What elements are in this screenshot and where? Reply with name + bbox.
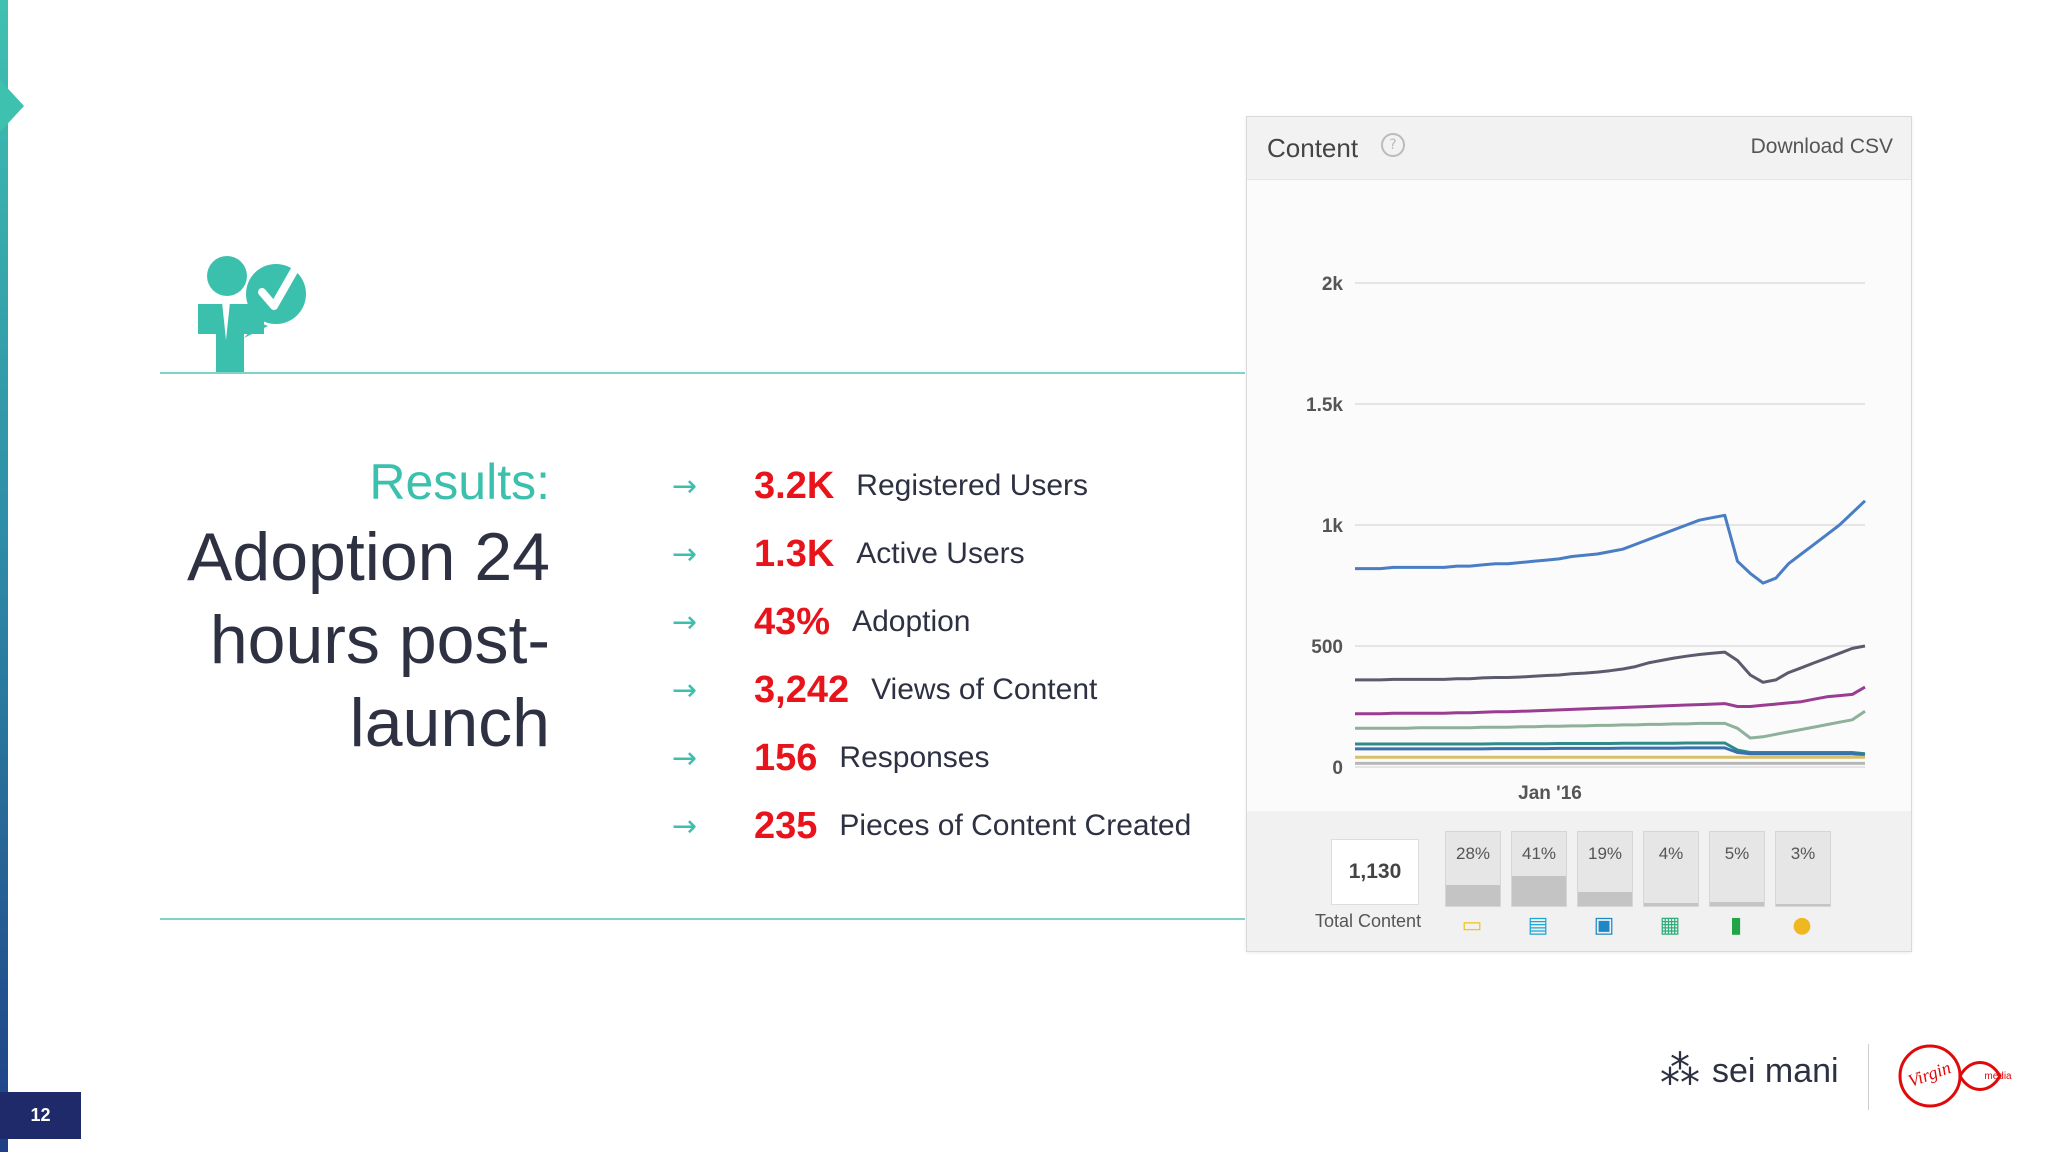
content-type-tile[interactable]: 28% bbox=[1445, 831, 1501, 907]
content-type-fill bbox=[1446, 885, 1500, 906]
stat-label: Responses bbox=[839, 741, 990, 774]
content-type-pct: 3% bbox=[1790, 844, 1816, 863]
title-line: hours post- bbox=[209, 602, 550, 678]
content-type-fill bbox=[1776, 904, 1830, 906]
series-line bbox=[1355, 710, 1866, 740]
total-content-value: 1,130 bbox=[1331, 839, 1419, 905]
list-item: → 156 Responses bbox=[672, 724, 1191, 792]
content-type-tile[interactable]: 41% bbox=[1511, 831, 1567, 907]
stats-list: → 3.2K Registered Users → 1.3K Active Us… bbox=[672, 452, 1191, 860]
help-icon[interactable]: ? bbox=[1381, 133, 1405, 157]
x-tick-label: Jan '16 bbox=[1518, 783, 1582, 804]
content-type-pct: 41% bbox=[1521, 844, 1557, 863]
image-icon: ▦ bbox=[1659, 913, 1681, 938]
stat-label: Views of Content bbox=[871, 673, 1098, 706]
arrow-right-icon: → bbox=[672, 536, 698, 572]
stat-label: Registered Users bbox=[856, 469, 1089, 502]
stat-value: 3,242 bbox=[754, 668, 850, 711]
stat-label: Active Users bbox=[856, 537, 1025, 570]
svg-text:Virgin: Virgin bbox=[1905, 1057, 1953, 1091]
brand-divider bbox=[1868, 1044, 1869, 1110]
stat-label: Adoption bbox=[852, 605, 971, 638]
stat-label: Pieces of Content Created bbox=[839, 809, 1192, 842]
content-type-fill bbox=[1644, 903, 1698, 906]
chart-header: Content ? Download CSV bbox=[1247, 117, 1911, 180]
accent-tab bbox=[0, 80, 24, 132]
presenter-check-icon bbox=[198, 256, 306, 374]
idea-icon: ● bbox=[1792, 913, 1812, 938]
list-item: → 1.3K Active Users bbox=[672, 520, 1191, 588]
content-type-pct: 4% bbox=[1658, 844, 1684, 863]
arrow-right-icon: → bbox=[672, 740, 698, 776]
y-tick-label: 500 bbox=[1311, 637, 1343, 658]
page-number: 12 bbox=[0, 1092, 81, 1139]
title-block: Results: Adoption 24 hours post- launch bbox=[150, 450, 550, 765]
arrow-right-icon: → bbox=[672, 604, 698, 640]
seimani-mark-icon: ⁂ bbox=[1660, 1048, 1700, 1094]
stat-value: 156 bbox=[754, 736, 818, 779]
stat-value: 1.3K bbox=[754, 532, 835, 575]
content-line-chart: 0 500 1k 1.5k 2k Jan '16 bbox=[1306, 274, 1867, 804]
results-label: Results: bbox=[369, 454, 550, 510]
list-item: → 235 Pieces of Content Created bbox=[672, 792, 1191, 860]
y-tick-label: 2k bbox=[1322, 274, 1344, 295]
content-type-pct: 19% bbox=[1587, 844, 1623, 863]
discussion-icon: ▣ bbox=[1593, 913, 1615, 938]
series-line bbox=[1355, 685, 1866, 716]
seimani-logo: ⁂ sei mani bbox=[1660, 1048, 1839, 1094]
divider-top bbox=[160, 372, 1245, 374]
download-csv-link[interactable]: Download CSV bbox=[1750, 135, 1893, 158]
virgin-media-logo: Virgin media bbox=[1898, 1044, 2012, 1108]
content-type-tile[interactable]: 5% bbox=[1709, 831, 1765, 907]
arrow-right-icon: → bbox=[672, 672, 698, 708]
y-tick-label: 1k bbox=[1322, 516, 1344, 537]
series-line bbox=[1355, 644, 1866, 684]
content-type-pct: 5% bbox=[1724, 844, 1750, 863]
list-item: → 3.2K Registered Users bbox=[672, 452, 1191, 520]
total-content-label: Total Content bbox=[1315, 911, 1422, 931]
list-item: → 3,242 Views of Content bbox=[672, 656, 1191, 724]
arrow-right-icon: → bbox=[672, 808, 698, 844]
content-type-tile[interactable]: 4% bbox=[1643, 831, 1699, 907]
content-type-pct: 28% bbox=[1455, 844, 1491, 863]
accent-bar bbox=[0, 0, 8, 1152]
content-type-tile[interactable]: 19% bbox=[1577, 831, 1633, 907]
poll-icon: ▮ bbox=[1729, 913, 1743, 938]
document-icon: ▤ bbox=[1527, 913, 1549, 938]
title-line: launch bbox=[349, 685, 550, 761]
stat-value: 235 bbox=[754, 804, 818, 847]
seimani-wordmark: sei mani bbox=[1712, 1051, 1839, 1090]
content-type-fill bbox=[1578, 892, 1632, 906]
page-title: Adoption 24 hours post- launch bbox=[150, 516, 550, 765]
list-item: → 43% Adoption bbox=[672, 588, 1191, 656]
y-tick-label: 0 bbox=[1332, 758, 1343, 779]
series-line bbox=[1355, 746, 1866, 757]
y-tick-label: 1.5k bbox=[1306, 395, 1343, 416]
divider-bottom bbox=[160, 918, 1245, 920]
title-line: Adoption 24 bbox=[187, 519, 550, 595]
stat-value: 3.2K bbox=[754, 464, 835, 507]
content-type-fill bbox=[1710, 902, 1764, 906]
content-type-fill bbox=[1512, 876, 1566, 906]
svg-text:media: media bbox=[1984, 1071, 2012, 1082]
arrow-right-icon: → bbox=[672, 468, 698, 504]
content-type-tile[interactable]: 3% bbox=[1775, 831, 1831, 907]
stat-value: 43% bbox=[754, 600, 831, 643]
series-line bbox=[1355, 499, 1867, 585]
content-chart-panel: Content ? Download CSV 0 500 1k 1.5k 2k Jan '… bbox=[1246, 116, 1912, 952]
chart-title: Content bbox=[1267, 133, 1359, 163]
clipboard-icon: ▭ bbox=[1461, 913, 1483, 938]
chart-footer: 1,130 Total Content 28% ▭ 41% ▤ 19% ▣ 4% ▦ 5% ▮ 3%… bbox=[1247, 811, 1911, 951]
